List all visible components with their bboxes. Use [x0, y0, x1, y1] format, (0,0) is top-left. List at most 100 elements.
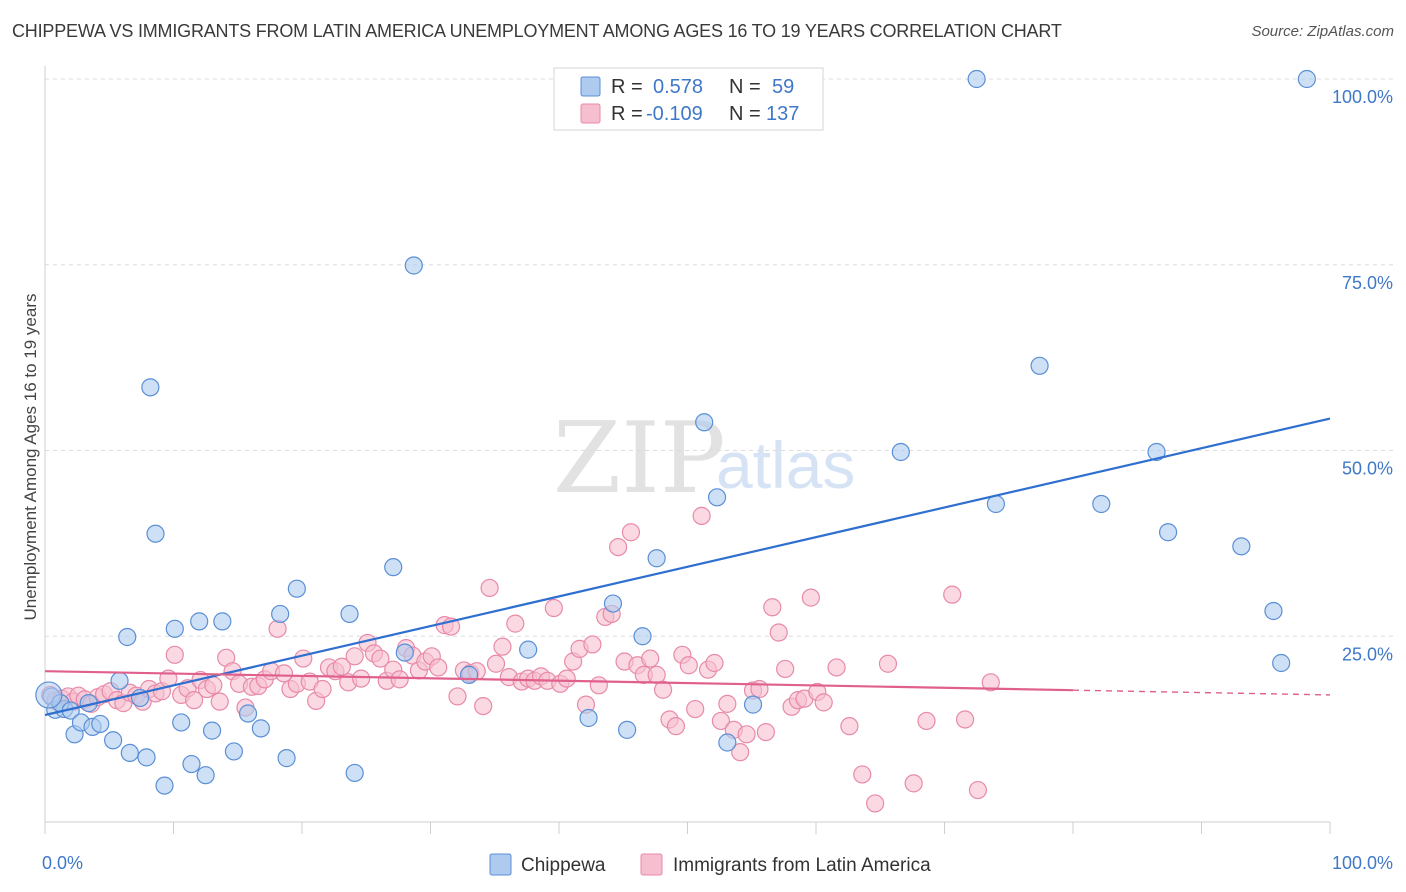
y-tick-label: 50.0% — [1342, 459, 1393, 479]
data-point-chippewa — [647, 549, 666, 568]
data-point-immigrants — [506, 614, 525, 633]
legend-r-value-1: 0.578 — [653, 76, 703, 98]
trend-lines — [44, 417, 1331, 717]
data-point-immigrants — [653, 680, 673, 699]
data-point-chippewa — [718, 733, 737, 752]
data-point-chippewa — [172, 713, 191, 732]
x-tick-label: 0.0% — [42, 853, 83, 873]
series-chippewa — [35, 69, 1316, 795]
data-point-chippewa — [1272, 653, 1291, 673]
y-tick-label: 25.0% — [1342, 644, 1393, 664]
data-point-immigrants — [609, 537, 628, 557]
data-point-immigrants — [878, 654, 898, 673]
data-point-chippewa — [459, 665, 479, 684]
data-point-immigrants — [814, 693, 833, 712]
legend-n-label-1: N = — [729, 76, 761, 98]
data-point-chippewa — [891, 442, 910, 462]
data-point-immigrants — [776, 659, 795, 679]
data-point-immigrants — [981, 673, 1000, 692]
y-tick-labels: 25.0% 50.0% 75.0% 100.0% — [1332, 87, 1393, 664]
trend-line-immigrants-extrapolated — [1072, 689, 1331, 696]
data-point-chippewa-large — [35, 681, 63, 709]
data-point-immigrants — [737, 725, 756, 744]
data-point-chippewa — [165, 619, 184, 638]
bottom-legend-immigrants: Immigrants from Latin America — [673, 855, 931, 876]
data-point-chippewa — [104, 731, 123, 750]
data-point-chippewa — [743, 695, 763, 714]
trend-line-immigrants — [44, 670, 1074, 692]
data-point-immigrants — [345, 647, 364, 666]
data-point-immigrants — [184, 691, 204, 710]
data-point-immigrants — [840, 717, 859, 736]
data-point-chippewa — [695, 413, 714, 432]
watermark-atlas: atlas — [716, 428, 855, 502]
data-point-chippewa — [190, 612, 209, 631]
data-point-immigrants — [480, 578, 499, 598]
chart-title: CHIPPEWA VS IMMIGRANTS FROM LATIN AMERIC… — [12, 21, 1062, 41]
data-point-immigrants — [557, 669, 576, 688]
data-point-immigrants — [204, 676, 223, 695]
data-point-immigrants — [679, 656, 698, 675]
data-point-chippewa — [1232, 537, 1251, 556]
data-point-immigrants — [448, 687, 467, 706]
data-point-immigrants — [583, 635, 602, 654]
data-point-immigrants — [731, 743, 750, 762]
data-point-immigrants — [294, 649, 313, 668]
data-point-immigrants — [313, 679, 332, 699]
data-point-immigrants — [763, 598, 782, 617]
data-point-chippewa — [633, 627, 652, 646]
legend-n-value-2: 137 — [766, 103, 799, 125]
gridlines — [45, 78, 1394, 637]
x-tick-label: 100.0% — [1332, 853, 1393, 873]
trend-line-chippewa — [44, 417, 1331, 717]
data-point-immigrants — [904, 774, 923, 793]
data-point-immigrants — [769, 623, 788, 642]
legend-swatch-immigrants — [580, 103, 601, 124]
data-point-immigrants — [268, 619, 287, 638]
data-point-immigrants — [943, 585, 962, 604]
data-point-immigrants — [352, 669, 371, 688]
data-point-chippewa — [1297, 69, 1316, 89]
data-point-immigrants — [711, 711, 731, 731]
data-point-immigrants — [486, 654, 506, 673]
data-point-chippewa — [277, 749, 296, 768]
data-point-chippewa — [1092, 494, 1111, 514]
data-point-chippewa — [137, 748, 156, 767]
data-point-chippewa — [519, 640, 538, 659]
bottom-legend-chippewa: Chippewa — [521, 855, 606, 876]
data-point-chippewa — [618, 720, 637, 739]
data-point-chippewa — [155, 776, 174, 795]
bottom-legend-swatch-chippewa — [489, 853, 512, 876]
series-legend: Chippewa Immigrants from Latin America — [489, 853, 931, 876]
data-point-immigrants — [968, 780, 988, 800]
data-point-chippewa — [395, 643, 414, 662]
data-point-immigrants — [705, 653, 724, 673]
data-point-chippewa — [118, 627, 137, 647]
data-point-immigrants — [589, 676, 608, 695]
data-point-chippewa — [238, 704, 258, 723]
legend-swatch-chippewa — [580, 76, 601, 97]
x-tick-labels: 0.0% 100.0% — [42, 853, 1393, 873]
data-point-chippewa — [579, 708, 598, 728]
data-point-chippewa — [1030, 356, 1049, 375]
data-point-immigrants — [917, 711, 936, 731]
data-point-chippewa — [224, 742, 243, 761]
data-point-immigrants — [686, 699, 705, 719]
data-point-immigrants — [544, 598, 563, 618]
data-point-chippewa — [967, 69, 986, 89]
data-point-immigrants — [210, 692, 229, 711]
data-point-chippewa — [345, 763, 364, 783]
data-point-immigrants — [641, 649, 660, 668]
y-tick-label: 75.0% — [1342, 273, 1393, 293]
data-point-immigrants — [332, 657, 351, 676]
data-point-chippewa — [707, 488, 727, 507]
data-point-chippewa — [271, 604, 290, 624]
data-point-chippewa — [110, 671, 129, 690]
data-point-immigrants — [474, 696, 493, 716]
correlation-legend: R = 0.578 N = 59 R = -0.109 N = 137 — [553, 67, 824, 131]
data-point-immigrants — [955, 710, 975, 729]
data-point-immigrants — [274, 664, 294, 683]
data-point-chippewa — [202, 721, 222, 740]
data-point-immigrants — [827, 658, 846, 677]
